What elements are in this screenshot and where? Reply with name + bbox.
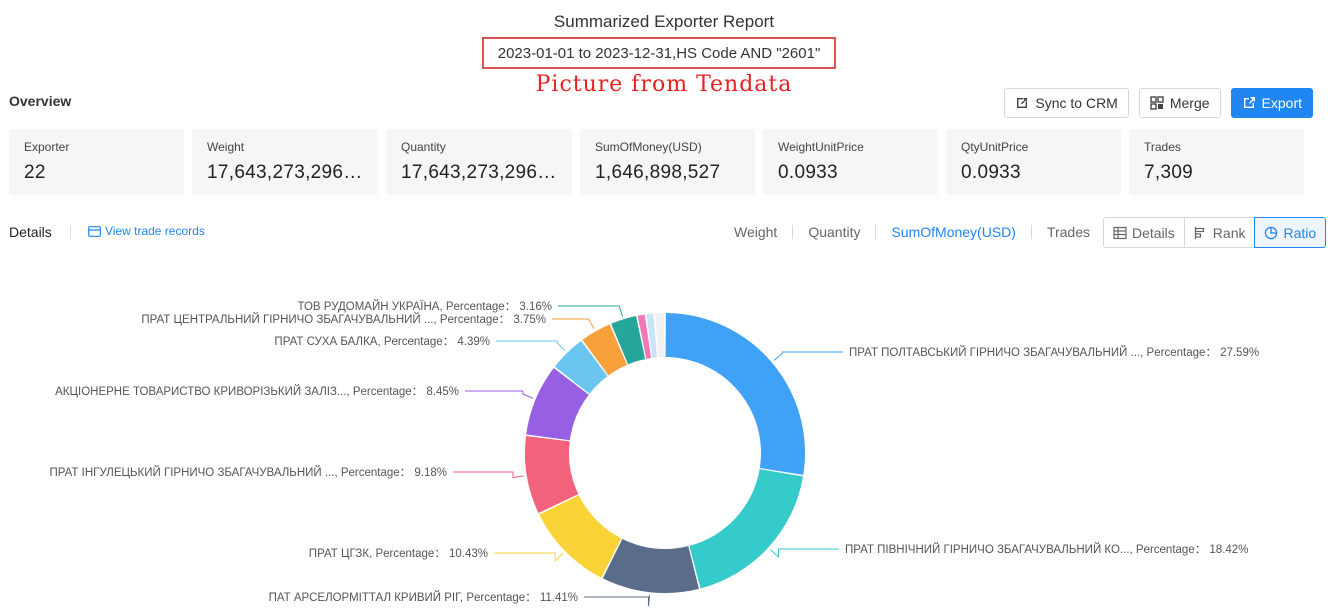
- bar-rank-icon: [1194, 226, 1204, 239]
- tab-sum-of-money[interactable]: SumOfMoney(USD): [891, 224, 1016, 240]
- rank-view-button[interactable]: Rank: [1183, 217, 1256, 248]
- stat-label: Trades: [1144, 140, 1181, 154]
- stat-card-qty-unit-price: QtyUnitPrice 0.0933: [946, 129, 1121, 195]
- donut-slice[interactable]: [611, 316, 646, 365]
- divider: [875, 225, 877, 239]
- slice-label: ПРАТ ЦЕНТРАЛЬНИЙ ГІРНИЧО ЗБАГАЧУВАЛЬНИЙ …: [141, 313, 546, 326]
- stat-label: SumOfMoney(USD): [595, 140, 702, 154]
- donut-slice[interactable]: [646, 313, 658, 358]
- divider: [1030, 225, 1032, 239]
- slice-leader-line: [770, 548, 839, 559]
- donut-slice[interactable]: [689, 469, 804, 589]
- rank-view-label: Rank: [1212, 224, 1246, 241]
- donut-slice[interactable]: [554, 340, 608, 394]
- stat-label: Quantity: [401, 140, 446, 154]
- export-label: Export: [1261, 95, 1302, 111]
- slice-label: ПАТ АРСЕЛОРМІТТАЛ КРИВИЙ РІГ, Percentage…: [269, 591, 578, 604]
- slice-leader-line: [496, 340, 566, 352]
- overview-heading: Overview: [9, 93, 72, 109]
- stat-label: Exporter: [24, 140, 70, 154]
- tab-quantity[interactable]: Quantity: [808, 224, 861, 240]
- slice-label: ПРАТ ЦГЗК, Percentage： 10.43%: [309, 548, 488, 560]
- overview-actions: Sync to CRM Merge Export: [1004, 88, 1313, 118]
- stat-card-weight-unit-price: WeightUnitPrice 0.0933: [763, 129, 938, 195]
- pie-chart-icon: [1265, 226, 1278, 239]
- stat-card-sum-of-money: SumOfMoney(USD) 1,646,898,527: [580, 129, 755, 195]
- stat-label: WeightUnitPrice: [778, 140, 864, 154]
- slice-leader-line: [558, 305, 624, 317]
- slice-label: АКЦІОНЕРНЕ ТОВАРИСТВО КРИВОРІЗЬКИЙ ЗАЛІЗ…: [55, 385, 459, 398]
- slice-leader-line: [584, 595, 651, 607]
- view-trade-records-link[interactable]: View trade records: [88, 224, 205, 238]
- watermark: Picture from Tendata: [535, 72, 793, 97]
- sync-to-crm-label: Sync to CRM: [1035, 95, 1118, 111]
- card-icon: [88, 225, 101, 237]
- donut-slice[interactable]: [602, 539, 699, 593]
- donut-slice[interactable]: [637, 314, 652, 359]
- query-summary: 2023-01-01 to 2023-12-31,HS Code AND "26…: [482, 37, 836, 69]
- slice-leader-line: [773, 351, 843, 361]
- table-icon: [1113, 226, 1127, 239]
- donut-slice[interactable]: [539, 495, 622, 578]
- tab-weight[interactable]: Weight: [734, 224, 778, 240]
- divider: [792, 225, 794, 239]
- stat-card-exporter: Exporter 22: [9, 129, 184, 195]
- divider: [70, 226, 71, 240]
- stat-card-quantity: Quantity 17,643,273,296....: [386, 129, 572, 195]
- slice-leader-line: [552, 318, 595, 330]
- view-trade-records-label: View trade records: [105, 224, 205, 238]
- merge-label: Merge: [1169, 95, 1210, 111]
- merge-button[interactable]: Merge: [1138, 88, 1221, 118]
- donut-slice[interactable]: [665, 313, 805, 475]
- stat-card-trades: Trades 7,309: [1129, 129, 1304, 195]
- ratio-view-label: Ratio: [1283, 224, 1317, 241]
- donut-slice[interactable]: [526, 367, 589, 441]
- slice-leader-line: [494, 552, 564, 563]
- slice-label: ПРАТ СУХА БАЛКА, Percentage： 4.39%: [274, 336, 490, 348]
- sync-icon: [1017, 98, 1028, 108]
- slice-label: ПРАТ ПОЛТАВСЬКИЙ ГІРНИЧО ЗБАГАЧУВАЛЬНИЙ …: [849, 346, 1259, 359]
- donut-slice[interactable]: [525, 436, 579, 514]
- slice-leader-line: [453, 471, 524, 479]
- donut-slice[interactable]: [655, 313, 665, 358]
- stat-card-weight: Weight 17,643,273,296....: [192, 129, 378, 195]
- slice-leader-line: [465, 390, 534, 399]
- slice-label: ТОВ РУДОМАЙН УКРАЇНА, Percentage： 3.16%: [297, 300, 552, 313]
- details-view-button[interactable]: Details: [1103, 217, 1185, 248]
- merge-icon: [1150, 96, 1164, 110]
- details-view-label: Details: [1132, 224, 1175, 241]
- ratio-view-button[interactable]: Ratio: [1254, 217, 1327, 248]
- details-heading: Details: [9, 224, 52, 240]
- export-button[interactable]: Export: [1230, 88, 1313, 118]
- tab-trades[interactable]: Trades: [1046, 224, 1090, 240]
- overview-stats: Exporter 22 Weight 17,643,273,296.... Qu…: [9, 129, 1304, 195]
- slice-label: ПРАТ ІНГУЛЕЦЬКИЙ ГІРНИЧО ЗБАГАЧУВАЛЬНИЙ …: [49, 466, 447, 479]
- stat-label: Weight: [207, 140, 245, 154]
- donut-slice[interactable]: [582, 324, 628, 376]
- metric-tabs: Weight Quantity SumOfMoney(USD) Trades: [734, 224, 1090, 240]
- stat-label: QtyUnitPrice: [961, 140, 1029, 154]
- view-toggle: Details Rank Ratio: [1103, 217, 1327, 248]
- export-icon: [1243, 97, 1255, 108]
- report-title: Summarized Exporter Report: [553, 12, 775, 31]
- sync-to-crm-button[interactable]: Sync to CRM: [1004, 88, 1129, 118]
- slice-label: ПРАТ ПІВНІЧНИЙ ГІРНИЧО ЗБАГАЧУВАЛЬНИЙ КО…: [845, 543, 1248, 556]
